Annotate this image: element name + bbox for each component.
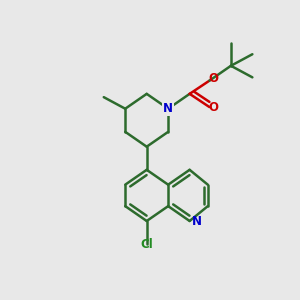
- Text: N: N: [192, 214, 202, 227]
- Text: Cl: Cl: [140, 238, 153, 250]
- Text: N: N: [163, 102, 173, 115]
- Text: O: O: [208, 73, 218, 85]
- Text: O: O: [208, 100, 218, 114]
